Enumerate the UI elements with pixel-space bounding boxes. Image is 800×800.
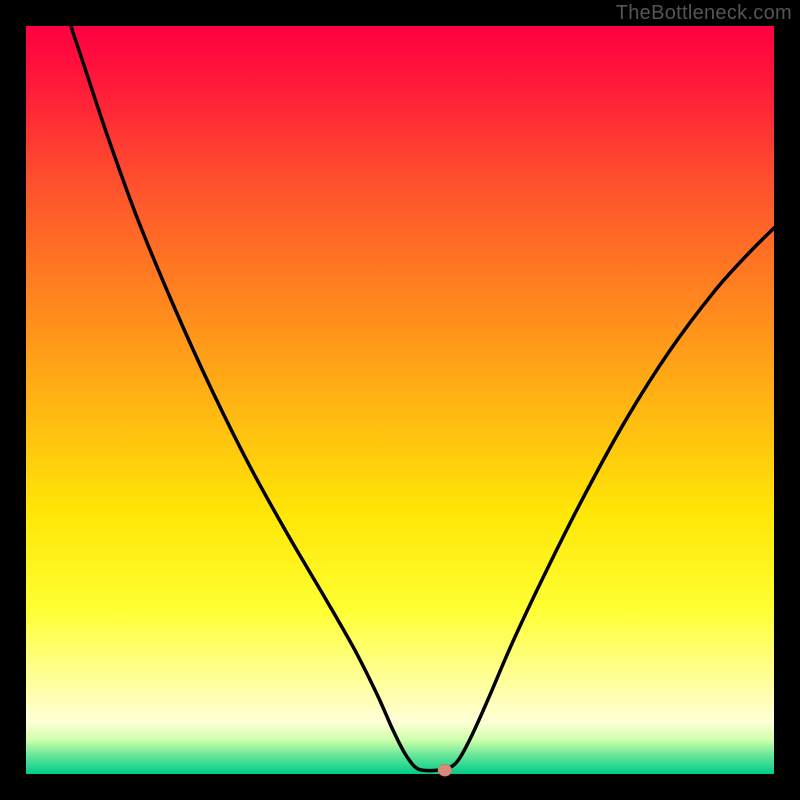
chart-background bbox=[26, 26, 774, 774]
optimal-point-marker bbox=[438, 764, 452, 776]
watermark-text: TheBottleneck.com bbox=[616, 2, 792, 25]
chart-svg bbox=[0, 0, 800, 800]
bottleneck-chart bbox=[0, 0, 800, 800]
